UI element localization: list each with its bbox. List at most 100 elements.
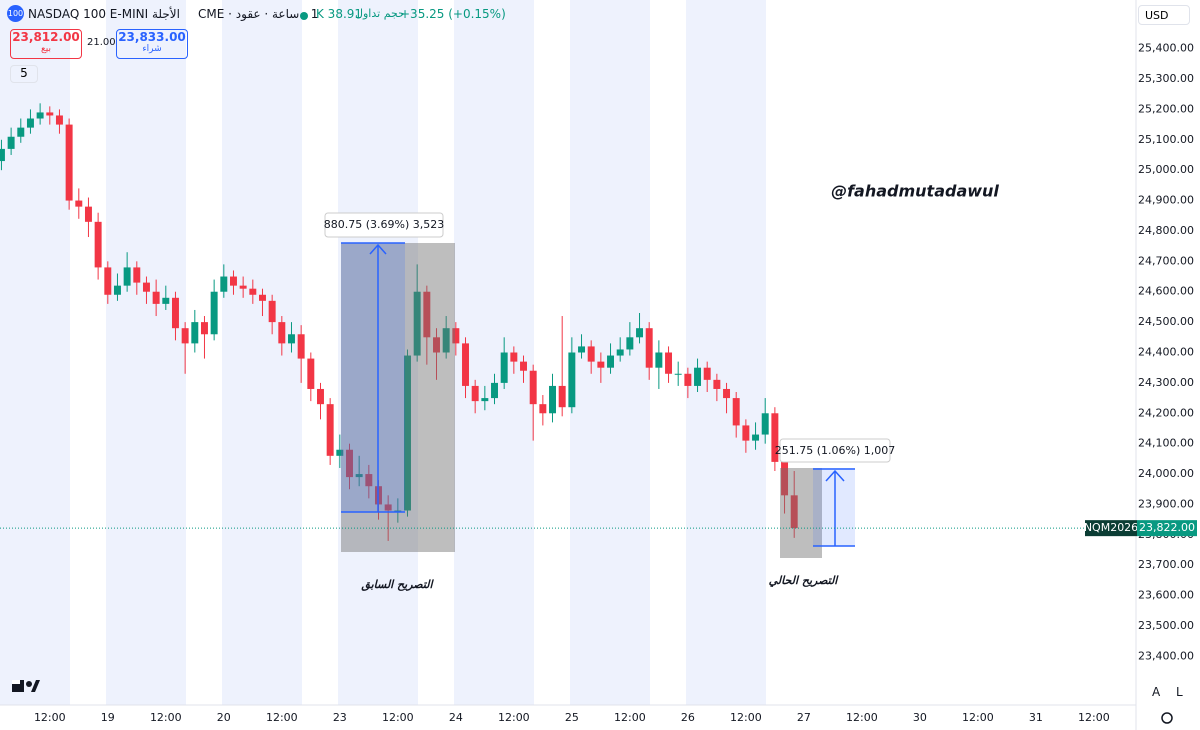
- volume-label: حجم تداول: [355, 7, 405, 20]
- x-tick-label: 12:00: [962, 711, 994, 724]
- candle-body: [152, 291, 160, 304]
- candle-body: [655, 352, 663, 368]
- settings-icon[interactable]: [1161, 712, 1173, 724]
- x-tick-label: 12:00: [150, 711, 182, 724]
- buy-button[interactable]: 23,833.00 شراء: [116, 29, 188, 59]
- candle-body: [694, 367, 702, 386]
- candle-body: [752, 434, 760, 441]
- candle-body: [742, 425, 750, 441]
- candle-body: [549, 385, 556, 414]
- x-tick-label: 12:00: [498, 711, 530, 724]
- candle-body: [113, 285, 121, 295]
- candle-body: [520, 361, 527, 371]
- sell-label: بيع: [40, 44, 51, 54]
- currency-select[interactable]: USD: [1138, 5, 1190, 25]
- y-tick-label: 23,900.00: [1138, 497, 1194, 510]
- symbol-title: الأجلة NASDAQ 100 E-MINI: [28, 7, 180, 21]
- buy-price: 23,833.00: [118, 30, 186, 44]
- candle-body: [104, 267, 112, 295]
- y-tick-label: 24,700.00: [1138, 254, 1194, 267]
- measure-previous: 880.75 (3.69%) 3,523: [324, 212, 455, 552]
- y-tick-label: 24,900.00: [1138, 194, 1194, 207]
- candle-body: [259, 294, 266, 301]
- candle-body: [723, 388, 731, 399]
- tv-logo: [12, 680, 40, 692]
- candle-body: [442, 328, 450, 353]
- candle-body: [703, 367, 711, 380]
- spread: 21.00: [87, 37, 116, 48]
- y-tick-label: 23,700.00: [1138, 558, 1194, 571]
- candle-body: [665, 352, 673, 374]
- y-tick-label: 25,400.00: [1138, 42, 1194, 55]
- candle-body: [36, 112, 44, 119]
- candle-body: [26, 118, 34, 128]
- measure-label: 880.75 (3.69%) 3,523: [324, 218, 445, 231]
- y-tick-label: 24,500.00: [1138, 315, 1194, 328]
- candle-body: [365, 474, 373, 487]
- x-tick-label: 12:00: [1078, 711, 1110, 724]
- x-tick-label: 31: [1029, 711, 1043, 724]
- candle-body: [46, 112, 54, 116]
- candle-body: [75, 200, 83, 207]
- candle-body: [413, 291, 421, 356]
- candle-body: [607, 355, 615, 368]
- candle-body: [278, 322, 286, 344]
- candle-body: [346, 449, 353, 478]
- candle-body: [210, 291, 218, 335]
- candle-body: [529, 370, 537, 405]
- candle-body: [462, 343, 469, 386]
- measure-label: 251.75 (1.06%) 1,007: [775, 444, 896, 457]
- x-tick-label: 20: [217, 711, 231, 724]
- candle-body: [229, 276, 237, 286]
- last-price-tag: [1137, 520, 1197, 537]
- candle-body: [558, 385, 566, 408]
- candle-body: [142, 282, 150, 292]
- annotation: التصريح السابق: [361, 578, 434, 591]
- candle-body: [578, 346, 585, 353]
- candle-body: [781, 461, 789, 496]
- sell-price: 23,812.00: [12, 30, 80, 44]
- x-tick-label: 12:00: [34, 711, 66, 724]
- y-tick-label: 24,800.00: [1138, 224, 1194, 237]
- candle-body: [84, 206, 92, 222]
- measure-current: 251.75 (1.06%) 1,007: [775, 438, 896, 558]
- candle-body: [384, 504, 392, 511]
- x-tick-label: 27: [797, 711, 811, 724]
- candle-body: [684, 373, 692, 386]
- log-scale-button[interactable]: L: [1176, 685, 1183, 699]
- candle-body: [200, 322, 208, 335]
- candle-body: [181, 328, 189, 344]
- candle-body: [394, 510, 402, 512]
- candle-body: [17, 127, 25, 137]
- y-tick-label: 23,600.00: [1138, 589, 1194, 602]
- y-tick-label: 24,200.00: [1138, 406, 1194, 419]
- candle-body: [491, 382, 498, 399]
- y-tick-label: 25,300.00: [1138, 72, 1194, 85]
- x-tick-label: 12:00: [382, 711, 414, 724]
- candle-body: [55, 115, 63, 125]
- candle-body: [636, 328, 644, 338]
- change: +35.25 (+0.15%): [400, 7, 506, 21]
- sell-button[interactable]: 23,812.00 بيع: [10, 29, 82, 59]
- symbol-label: NQM2026: [1084, 521, 1138, 534]
- x-tick-label: 30: [913, 711, 927, 724]
- candle-body: [452, 328, 460, 344]
- candles: [0, 103, 798, 541]
- candle-body: [433, 337, 440, 353]
- candle-body: [239, 285, 247, 289]
- candle-body: [249, 288, 257, 295]
- logo: 100: [7, 5, 24, 22]
- indicators-toggle[interactable]: 5: [10, 65, 38, 83]
- x-tick-label: 23: [333, 711, 347, 724]
- candle-body: [355, 474, 363, 478]
- buy-label: شراء: [142, 44, 162, 54]
- candle-body: [336, 449, 344, 456]
- y-tick-label: 23,400.00: [1138, 649, 1194, 662]
- y-tick-label: 24,600.00: [1138, 285, 1194, 298]
- watermark: @fahadmutadawul: [831, 182, 999, 201]
- auto-scale-button[interactable]: A: [1152, 685, 1161, 699]
- candle-body: [0, 148, 5, 162]
- candle-body: [7, 136, 15, 149]
- candle-body: [326, 404, 334, 456]
